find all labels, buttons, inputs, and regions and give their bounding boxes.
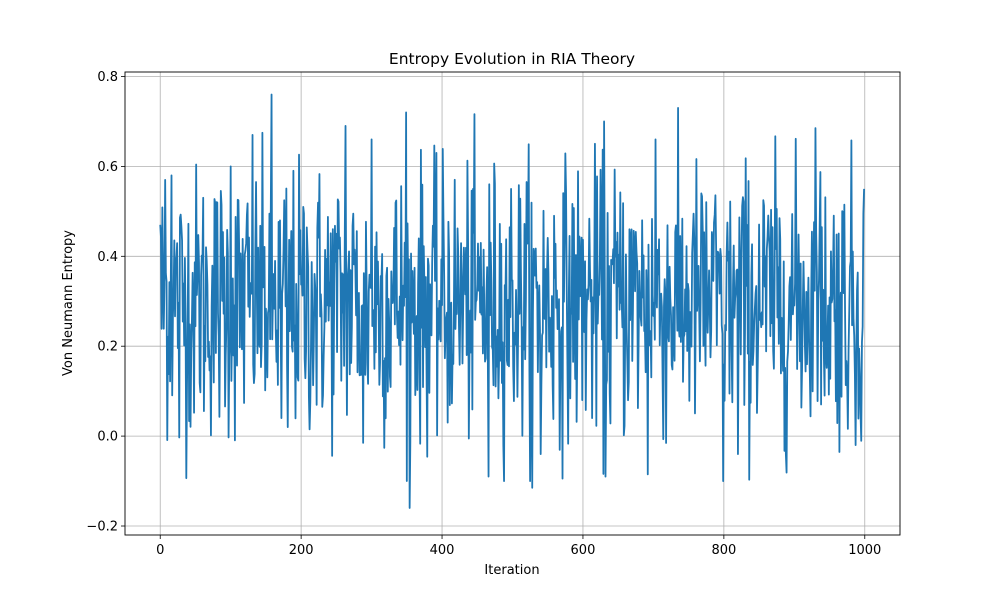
y-tick-label: 0.2 (97, 340, 118, 355)
entropy-series-line (159, 93, 865, 509)
y-tick-label: 0.8 (97, 70, 118, 85)
y-tick-label: −0.2 (86, 520, 118, 535)
x-tick-label: 600 (571, 543, 596, 558)
y-axis: −0.2 0.0 0.2 0.4 0.6 0.8 (86, 70, 125, 535)
x-tick-label: 800 (711, 543, 736, 558)
x-axis-label: Iteration (484, 563, 539, 578)
y-axis-label: Von Neumann Entropy (61, 230, 76, 376)
x-tick-label: 1000 (848, 543, 881, 558)
y-tick-label: 0.0 (97, 430, 118, 445)
x-tick-label: 400 (430, 543, 455, 558)
chart-title: Entropy Evolution in RIA Theory (389, 50, 635, 68)
data-series (159, 93, 865, 509)
x-tick-label: 0 (156, 543, 164, 558)
y-tick-label: 0.4 (97, 250, 118, 265)
x-axis: 0 200 400 600 800 1000 (156, 535, 881, 558)
y-tick-label: 0.6 (97, 160, 118, 175)
plot-frame (124, 71, 901, 536)
x-tick-label: 200 (289, 543, 314, 558)
